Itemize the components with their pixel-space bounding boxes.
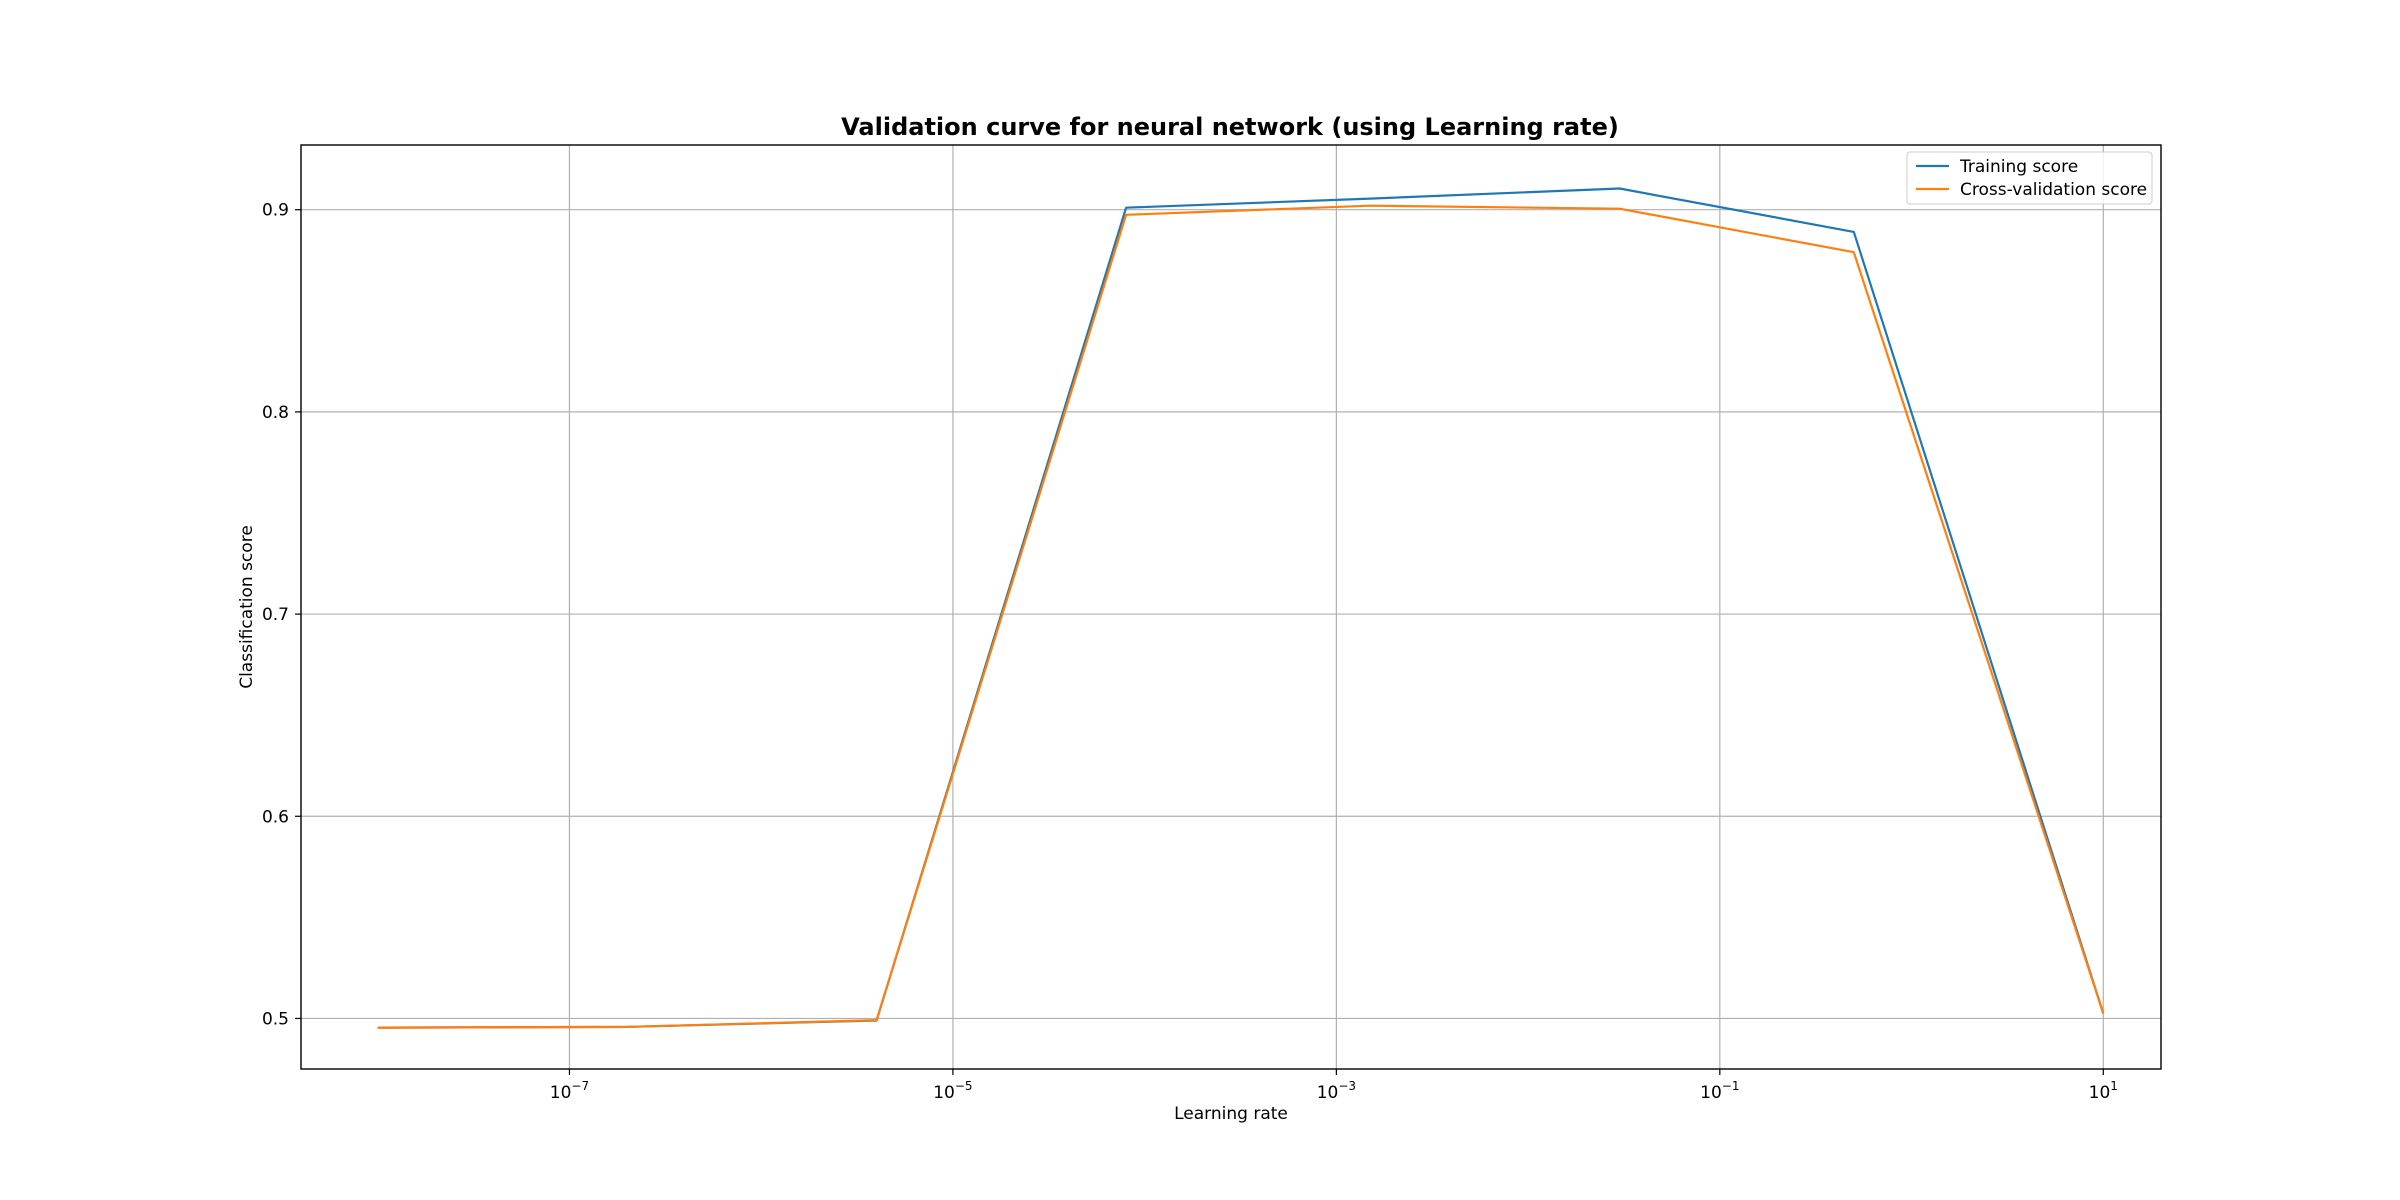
chart-title: Validation curve for neural network (usi…: [841, 113, 1619, 141]
y-tick-label-1: 0.6: [262, 807, 289, 827]
y-tick-label-0: 0.5: [262, 1009, 289, 1029]
grid-lines: [301, 145, 2161, 1069]
x-tick-label-0: 10−7: [550, 1079, 589, 1103]
x-tick-label-1: 10−5: [933, 1079, 972, 1103]
y-axis-label: Classification score: [237, 525, 257, 689]
x-tick-label-2: 10−3: [1317, 1079, 1356, 1103]
x-tick-label-3: 10−1: [1700, 1079, 1739, 1103]
series-lines: [377, 187, 2105, 1029]
y-tick-label-4: 0.9: [262, 201, 289, 221]
x-tick-label-4: 101: [2089, 1079, 2118, 1103]
axis-ticks: 10−7 10−5 10−3 10−1 101 0.5 0.6 0.7 0.8 0.9: [262, 201, 2118, 1103]
legend-box: [1906, 151, 2153, 205]
axes-frame: [300, 144, 2162, 1070]
series-line-cross-validation-score: [377, 204, 2105, 1029]
y-tick-label-3: 0.8: [262, 403, 289, 423]
legend: Training score Cross-validation score: [1906, 151, 2153, 205]
legend-label-training-score: Training score: [1959, 157, 2078, 177]
legend-label-cross-validation-score: Cross-validation score: [1960, 180, 2147, 200]
x-axis-label: Learning rate: [1174, 1104, 1288, 1124]
y-tick-label-2: 0.7: [262, 605, 289, 625]
